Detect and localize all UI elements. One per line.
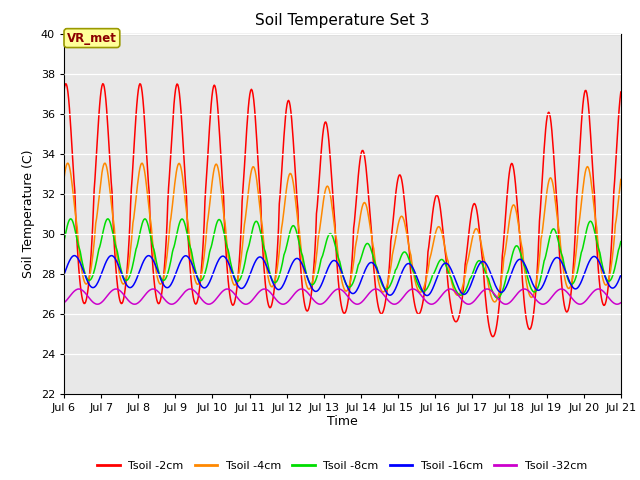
Tsoil -2cm: [60, 88, 68, 94]
Line: Tsoil -32cm: Tsoil -32cm: [64, 289, 621, 304]
Tsoil -8cm: [494, 295, 502, 301]
Tsoil -2cm: [617, 89, 625, 95]
Tsoil -4cm: [491, 299, 499, 305]
Tsoil -2cm: [70, 179, 78, 185]
Tsoil -8cm: [617, 239, 625, 244]
Tsoil -2cm: [214, 109, 222, 115]
Tsoil -8cm: [185, 238, 193, 244]
Tsoil -16cm: [185, 255, 193, 261]
Tsoil -2cm: [489, 334, 497, 339]
Tsoil -4cm: [185, 227, 193, 233]
Tsoil -32cm: [186, 286, 194, 292]
Tsoil -2cm: [136, 81, 144, 86]
Tsoil -16cm: [214, 258, 222, 264]
Y-axis label: Soil Temperature (C): Soil Temperature (C): [22, 149, 35, 278]
Tsoil -16cm: [617, 272, 625, 278]
Tsoil -4cm: [214, 166, 222, 171]
Tsoil -16cm: [71, 253, 79, 259]
Line: Tsoil -2cm: Tsoil -2cm: [64, 84, 621, 336]
Tsoil -2cm: [411, 302, 419, 308]
Tsoil -2cm: [428, 224, 435, 229]
Tsoil -32cm: [617, 300, 625, 306]
Tsoil -16cm: [411, 269, 419, 275]
Tsoil -4cm: [71, 206, 79, 212]
Tsoil -16cm: [428, 288, 436, 293]
Tsoil -8cm: [411, 273, 419, 278]
Tsoil -2cm: [127, 186, 135, 192]
X-axis label: Time: Time: [327, 415, 358, 429]
Text: VR_met: VR_met: [67, 32, 117, 45]
Tsoil -32cm: [412, 287, 419, 293]
Tsoil -2cm: [185, 245, 193, 251]
Tsoil -4cm: [411, 277, 419, 283]
Tsoil -8cm: [60, 238, 68, 244]
Tsoil -8cm: [128, 265, 136, 271]
Tsoil -32cm: [428, 301, 436, 307]
Legend: Tsoil -2cm, Tsoil -4cm, Tsoil -8cm, Tsoil -16cm, Tsoil -32cm: Tsoil -2cm, Tsoil -4cm, Tsoil -8cm, Tsoi…: [93, 457, 592, 476]
Line: Tsoil -16cm: Tsoil -16cm: [64, 256, 621, 296]
Line: Tsoil -8cm: Tsoil -8cm: [64, 219, 621, 298]
Tsoil -4cm: [428, 251, 435, 257]
Tsoil -16cm: [423, 293, 431, 299]
Title: Soil Temperature Set 3: Soil Temperature Set 3: [255, 13, 429, 28]
Tsoil -8cm: [67, 216, 75, 222]
Tsoil -32cm: [185, 287, 193, 292]
Tsoil -32cm: [168, 301, 175, 307]
Tsoil -32cm: [215, 293, 223, 299]
Tsoil -32cm: [127, 300, 135, 306]
Tsoil -32cm: [60, 300, 68, 306]
Tsoil -16cm: [128, 284, 136, 289]
Tsoil -8cm: [71, 226, 79, 232]
Tsoil -32cm: [70, 288, 78, 294]
Tsoil -4cm: [617, 177, 625, 182]
Tsoil -16cm: [60, 272, 68, 277]
Tsoil -4cm: [60, 176, 68, 181]
Tsoil -4cm: [128, 229, 136, 235]
Tsoil -8cm: [214, 217, 222, 223]
Tsoil -16cm: [70, 253, 78, 259]
Tsoil -8cm: [428, 277, 435, 283]
Line: Tsoil -4cm: Tsoil -4cm: [64, 163, 621, 302]
Tsoil -4cm: [64, 160, 72, 166]
